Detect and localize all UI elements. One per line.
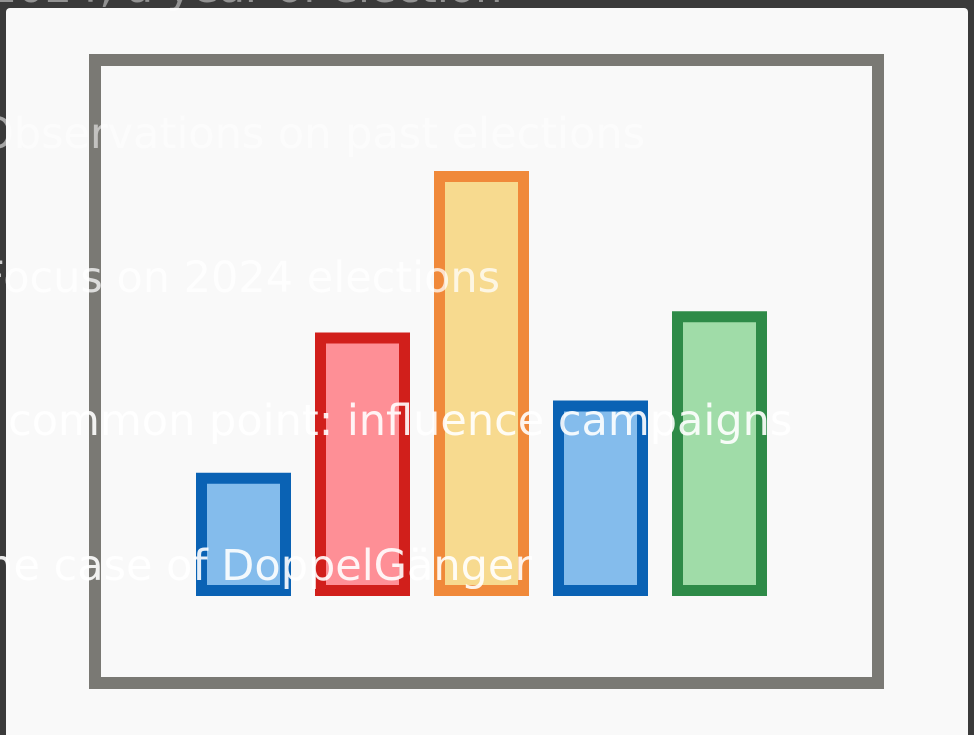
bar-3: [434, 171, 529, 596]
slide-line-2: Observations on past elections: [0, 109, 645, 159]
bar-2: [315, 332, 410, 596]
slide-text-overlay: 2024, a year of election Observations on…: [0, 0, 792, 591]
slide-line-4: A common point: influence campaigns: [0, 396, 792, 446]
slide-line-5: The case of DoppelGänger: [0, 541, 532, 591]
bar-5: [672, 311, 767, 596]
bar-1: [196, 472, 291, 596]
slide-line-3: Focus on 2024 elections: [0, 253, 500, 303]
slide-line-1: 2024, a year of election: [0, 0, 502, 13]
bar-4: [553, 400, 648, 596]
bar-series: [196, 171, 767, 596]
chart-frame: [89, 54, 884, 689]
